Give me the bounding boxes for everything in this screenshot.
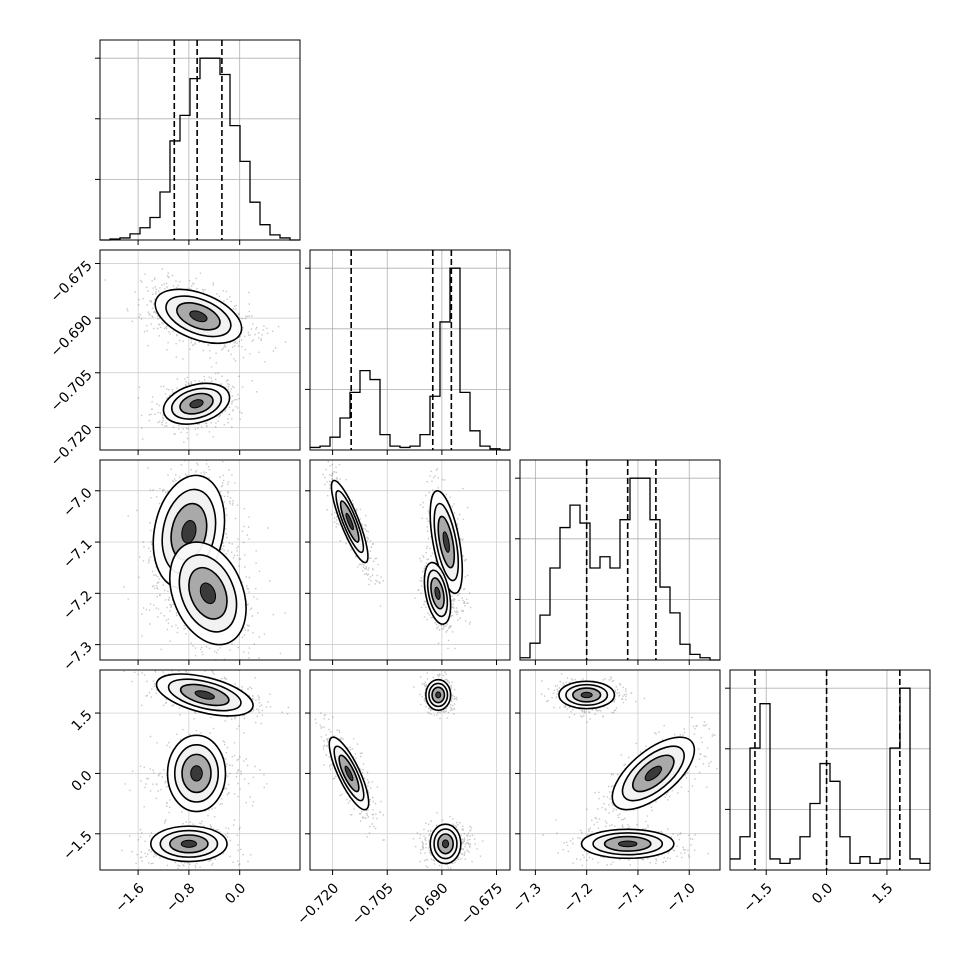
- density-core: [189, 310, 208, 323]
- histogram-panel-2: [515, 459, 721, 665]
- x-tick-label: −7.0: [663, 880, 698, 915]
- density-core: [441, 839, 450, 849]
- histogram-step-3: [730, 687, 930, 864]
- density-core: [190, 765, 203, 782]
- density-core: [644, 765, 663, 782]
- panel-frame: [519, 669, 721, 871]
- histogram-step-1: [310, 267, 510, 451]
- x-tick-label: −0.675: [458, 880, 506, 928]
- x-tick-label: 0.0: [809, 880, 836, 907]
- density-core: [580, 691, 593, 699]
- histogram-step-0: [100, 57, 300, 241]
- y-tick-label: −7.0: [60, 485, 95, 520]
- panel-frame: [309, 669, 511, 871]
- y-tick-label: −0.705: [48, 367, 96, 415]
- x-tick-label: −7.2: [561, 880, 596, 915]
- density-core: [344, 765, 354, 782]
- panel-content: [100, 670, 300, 870]
- scatter-panel-2_3: [515, 669, 721, 875]
- panel-frame: [99, 669, 301, 871]
- y-tick-label: −0.690: [48, 312, 96, 360]
- x-tick-label: 0.0: [222, 880, 249, 907]
- x-tick-label: −0.690: [404, 880, 452, 928]
- y-tick-label: −7.1: [60, 536, 95, 571]
- panel-content: [310, 460, 510, 660]
- histogram-panel-3: [725, 669, 931, 875]
- density-core: [181, 520, 197, 544]
- scatter-panel-1_2: [305, 459, 511, 665]
- density-core: [435, 691, 442, 699]
- y-tick-label: −7.2: [60, 588, 95, 623]
- density-core: [194, 690, 215, 700]
- scatter-panel-0_1: [95, 249, 301, 455]
- x-tick-label: −1.5: [740, 880, 775, 915]
- scatter-panel-1_3: [305, 669, 511, 875]
- panel-frame: [519, 459, 721, 661]
- y-tick-label: −7.3: [60, 639, 95, 674]
- panel-frame: [99, 249, 301, 451]
- scatter-panel-0_2: [95, 459, 301, 665]
- y-tick-label: −0.675: [48, 258, 96, 306]
- x-tick-label: 1.5: [869, 880, 896, 907]
- density-core: [180, 839, 198, 848]
- panel-content: [100, 460, 300, 660]
- histogram-step-2: [520, 477, 720, 661]
- panel-content: [100, 250, 300, 450]
- density-core: [434, 586, 441, 600]
- panel-content: [520, 670, 720, 870]
- y-tick-label: −1.5: [60, 828, 95, 863]
- x-tick-label: −7.3: [510, 880, 545, 915]
- density-core: [199, 582, 217, 605]
- x-tick-label: −0.8: [163, 880, 198, 915]
- x-tick-label: −7.1: [612, 880, 647, 915]
- density-core: [617, 840, 638, 848]
- density-core: [189, 399, 204, 409]
- panel-frame: [309, 459, 511, 661]
- scatter-panel-0_3: [95, 669, 301, 875]
- panel-frame: [729, 669, 931, 871]
- x-tick-label: −0.720: [294, 880, 342, 928]
- panels-layer: −1.6 −0.8 0.0 −0.720 −0.705 −0.690 −0.675 −7.3−…: [48, 39, 931, 928]
- y-tick-label: 0.0: [69, 768, 96, 795]
- panel-content: [310, 670, 510, 870]
- panel-frame: [99, 459, 301, 661]
- histogram-panel-0: [95, 39, 301, 245]
- y-tick-label: −0.720: [48, 422, 96, 470]
- density-core: [345, 512, 354, 531]
- density-core: [442, 531, 450, 553]
- panel-frame: [99, 39, 301, 241]
- histogram-panel-1: [305, 249, 511, 455]
- x-tick-label: −1.6: [112, 880, 147, 915]
- panel-frame: [309, 249, 511, 451]
- y-tick-label: 1.5: [69, 707, 96, 734]
- x-tick-label: −0.705: [349, 880, 397, 928]
